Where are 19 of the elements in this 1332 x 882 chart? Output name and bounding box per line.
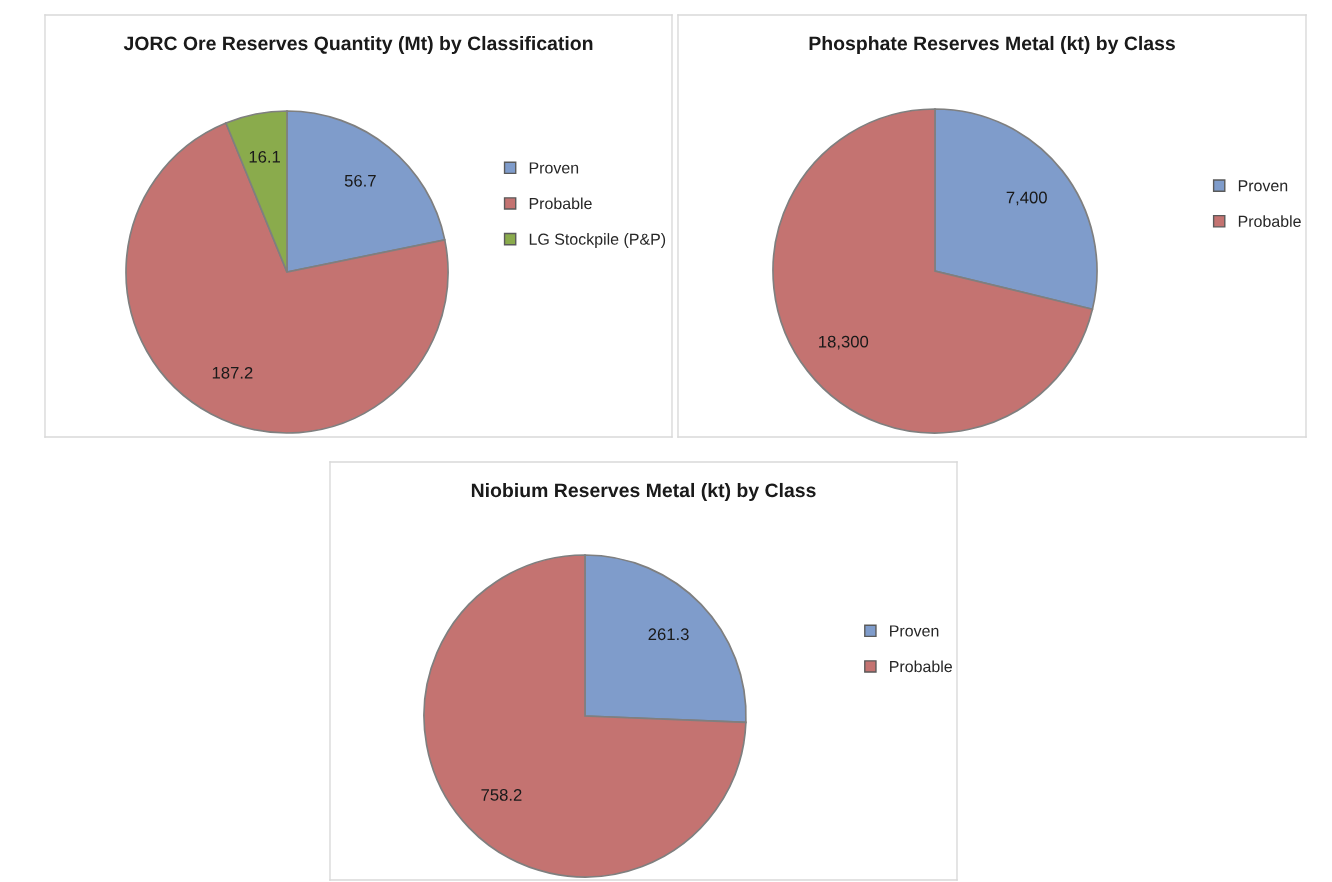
- legend-label: Proven: [529, 162, 579, 174]
- pie-slice: [772, 108, 1094, 434]
- data-label: 758.2: [481, 789, 522, 801]
- legend-label: Probable: [529, 197, 592, 210]
- legend-label: Proven: [1238, 180, 1288, 192]
- data-label: 18,300: [819, 335, 869, 350]
- data-label: 261.3: [648, 628, 689, 641]
- legend-label: Probable: [1238, 215, 1301, 228]
- data-label: 7,400: [1006, 191, 1047, 206]
- data-label: 56.7: [344, 174, 376, 187]
- pie-slice: [423, 554, 747, 878]
- legend-label: Probable: [890, 660, 952, 673]
- data-label: 16.1: [249, 150, 280, 163]
- data-label: 187.2: [212, 366, 253, 379]
- chart-title: Phosphate Reserves Metal (kt) by Class: [809, 35, 1175, 55]
- chart-title: JORC Ore Reserves Quantity (Mt) by Classification: [123, 35, 593, 55]
- legend-label: LG Stockpile (P&P): [529, 233, 666, 248]
- legend-label: Proven: [890, 625, 939, 637]
- chart-title: Niobium Reserves Metal (kt) by Class: [471, 482, 816, 502]
